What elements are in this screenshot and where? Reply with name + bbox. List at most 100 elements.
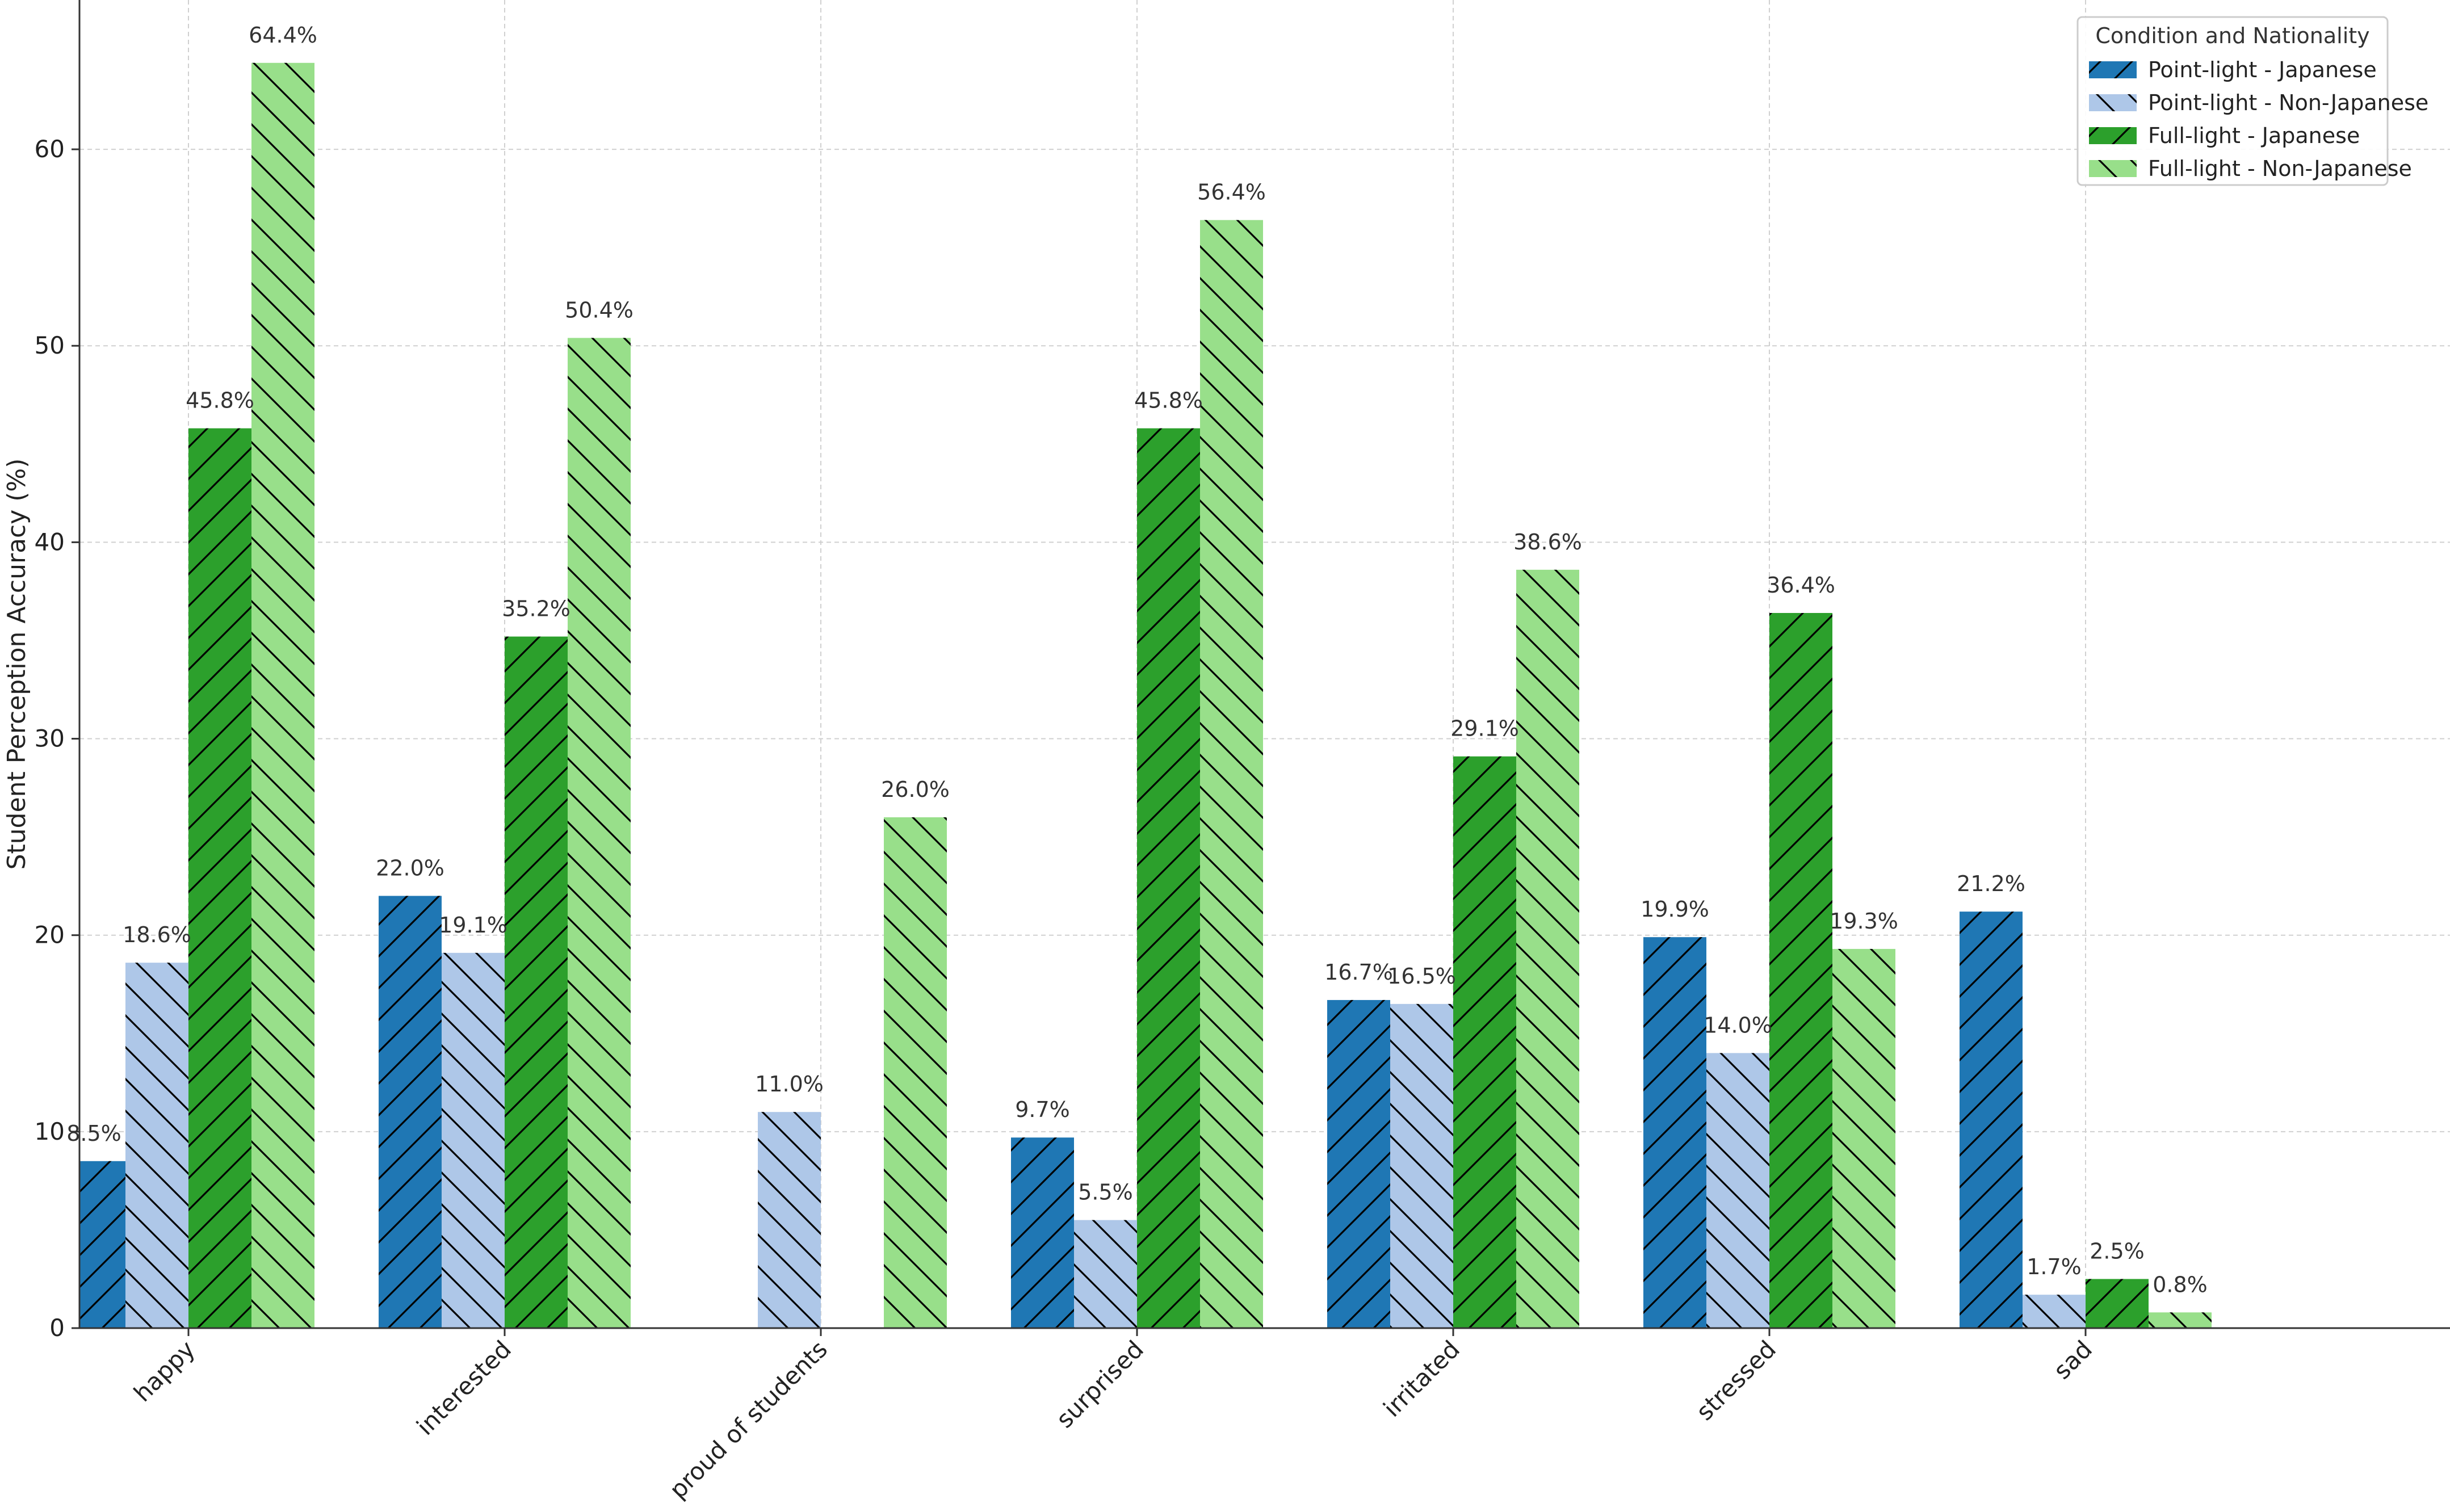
bar-hatch [884, 817, 947, 1328]
bar [1390, 1003, 1453, 1328]
y-tick-label: 10 [35, 1118, 65, 1145]
x-tick-label: sad [2048, 1335, 2097, 1384]
legend-swatch [2089, 94, 2137, 111]
bar [442, 952, 505, 1328]
bar [79, 1161, 125, 1328]
bar [1327, 999, 1390, 1328]
legend-label: Point-light - Japanese [2148, 57, 2377, 82]
bar [1516, 569, 1579, 1328]
data-label: 29.1% [1450, 716, 1519, 741]
y-tick-label: 30 [35, 725, 65, 753]
x-tick-label: irritated [1378, 1335, 1465, 1422]
bar [758, 1112, 821, 1328]
legend-label: Full-light - Japanese [2148, 123, 2360, 148]
y-tick-label: 50 [35, 331, 65, 359]
bar-hatch [1769, 613, 1832, 1328]
bar-hatch [1453, 756, 1516, 1328]
bar [1200, 220, 1263, 1328]
bar-hatch [1516, 569, 1579, 1328]
data-label: 0.8% [2153, 1272, 2208, 1297]
bar-hatch [2086, 1279, 2149, 1328]
data-label: 50.4% [565, 297, 634, 322]
data-label: 21.2% [1957, 871, 2025, 896]
bar-hatch [568, 338, 631, 1328]
bar-hatch [125, 963, 188, 1328]
data-label: 5.5% [1078, 1180, 1133, 1205]
bar-hatch [1390, 1003, 1453, 1328]
legend-item: Point-light - Non-Japanese [2089, 90, 2428, 115]
y-tick-label: 60 [35, 135, 65, 163]
bar [188, 428, 251, 1328]
bar-hatch [1200, 220, 1263, 1328]
data-label: 16.5% [1387, 964, 1456, 989]
bar [2086, 1279, 2149, 1328]
bar [251, 62, 314, 1328]
data-label: 16.7% [1324, 960, 1393, 985]
bar-hatch [442, 952, 505, 1328]
bar [1960, 912, 2023, 1328]
bar-hatch [1137, 428, 1200, 1328]
data-label: 11.0% [755, 1072, 824, 1097]
legend-swatch [2089, 61, 2137, 78]
legend-label: Point-light - Non-Japanese [2148, 90, 2428, 115]
data-label: 8.5% [66, 1121, 121, 1146]
x-tick-label: stressed [1690, 1335, 1781, 1426]
data-label: 35.2% [502, 597, 570, 621]
bar [568, 338, 631, 1328]
data-label: 9.7% [1015, 1097, 1070, 1122]
legend: Condition and Nationality Point-light - J… [2076, 16, 2428, 186]
legend-swatch [2089, 160, 2137, 177]
x-tick-label: interested [411, 1335, 517, 1440]
bar-hatch [2023, 1295, 2086, 1328]
data-label: 36.4% [1767, 573, 1835, 598]
data-label: 19.3% [1830, 909, 1898, 934]
legend-item: Full-light - Japanese [2089, 123, 2360, 148]
bar [505, 636, 568, 1328]
bar-hatch [1643, 937, 1706, 1328]
legend-label: Full-light - Non-Japanese [2148, 156, 2412, 181]
data-label: 2.5% [2090, 1238, 2145, 1263]
bar-hatch [1011, 1137, 1074, 1328]
legend-box [2076, 16, 2389, 186]
legend-item: Point-light - Japanese [2089, 57, 2377, 82]
bar [379, 896, 442, 1328]
x-tick-label: happy [128, 1335, 200, 1407]
bar [2149, 1312, 2212, 1328]
bar-hatch [188, 428, 251, 1328]
y-tick-label: 0 [49, 1314, 65, 1342]
data-label: 45.8% [1134, 388, 1203, 413]
data-label: 1.7% [2027, 1254, 2082, 1279]
bar [1137, 428, 1200, 1328]
bar-hatch [2149, 1312, 2212, 1328]
y-tick-label: 20 [35, 921, 65, 949]
y-tick-label: 40 [35, 528, 65, 556]
data-label: 26.0% [881, 777, 950, 802]
bar [1074, 1220, 1137, 1328]
bar [1706, 1053, 1769, 1328]
bar-hatch [379, 896, 442, 1328]
bar-hatch [758, 1112, 821, 1328]
data-label: 18.6% [123, 922, 191, 947]
bar [1011, 1137, 1074, 1328]
data-label: 14.0% [1704, 1013, 1772, 1038]
data-label: 22.0% [376, 855, 444, 880]
data-label: 19.1% [439, 913, 507, 938]
bar-hatch [1074, 1220, 1137, 1328]
bar [884, 817, 947, 1328]
bar [1769, 613, 1832, 1328]
x-tick-label: proud of students [664, 1335, 833, 1503]
data-label: 64.4% [249, 23, 317, 48]
x-tick-label: surprised [1051, 1335, 1149, 1433]
data-label: 56.4% [1197, 180, 1266, 205]
bar [1643, 937, 1706, 1328]
bar [1453, 756, 1516, 1328]
data-label: 38.6% [1513, 530, 1582, 555]
bar-hatch [505, 636, 568, 1328]
data-label: 45.8% [186, 388, 254, 413]
bar [1832, 948, 1895, 1328]
legend-item: Full-light - Non-Japanese [2089, 156, 2412, 181]
legend-swatch [2089, 127, 2137, 144]
y-axis-label: Student Perception Accuracy (%) [2, 459, 31, 870]
